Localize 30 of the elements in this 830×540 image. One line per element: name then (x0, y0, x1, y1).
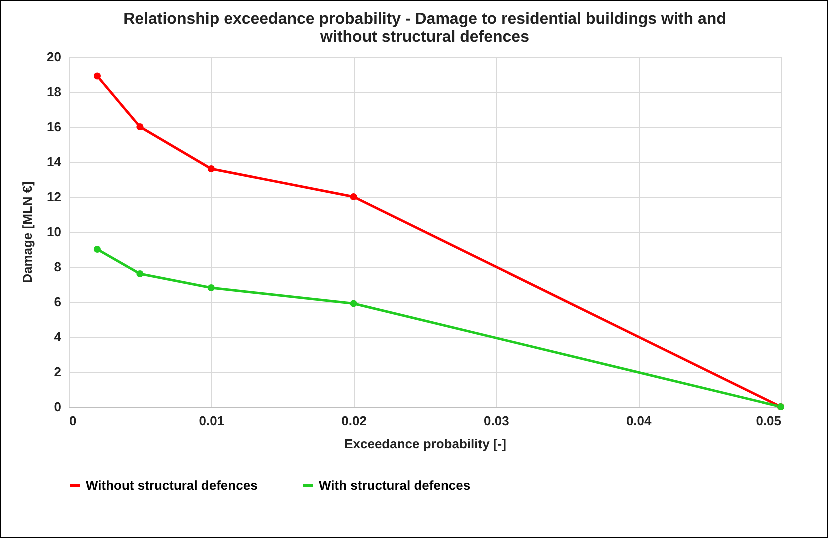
point (94, 246, 102, 254)
point (350, 193, 358, 201)
x-tick-label: 0.02 (342, 414, 367, 428)
point (136, 270, 144, 278)
x-tick-label: 0.03 (484, 414, 510, 428)
y-tick-label: 6 (54, 294, 62, 310)
y-tick-label: 8 (54, 260, 62, 274)
point (350, 300, 358, 308)
y-tick-label: 2 (54, 364, 62, 380)
x-tick-label: 0 (70, 414, 77, 428)
y-tick-label: 18 (47, 84, 62, 100)
y-tick-label: 12 (47, 190, 62, 204)
legend-label: With structural defences (319, 478, 471, 493)
y-axis-title: Damage [MLN €] (20, 182, 36, 284)
point (94, 72, 102, 80)
y-tick-label: 4 (54, 330, 62, 344)
point (136, 123, 144, 131)
point (208, 165, 215, 173)
x-tick-label: 0.04 (626, 414, 653, 428)
y-tick-label: 0 (54, 400, 62, 414)
legend-label: Without structural defences (86, 478, 258, 493)
point (208, 284, 215, 292)
x-axis-title: Exceedance probability [-] (344, 436, 506, 452)
x-tick-label: 0.05 (756, 414, 782, 428)
y-tick-label: 14 (47, 154, 62, 170)
y-tick-label: 16 (47, 120, 62, 134)
chart-title: Relationship exceedance probability - Damage to residential buildings with and without structural defences (124, 11, 726, 46)
y-tick-label: 20 (47, 50, 62, 64)
x-tick-label: 0.01 (199, 414, 225, 428)
y-tick-label: 10 (47, 224, 62, 240)
